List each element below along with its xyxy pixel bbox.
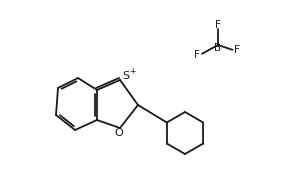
Text: F: F — [215, 20, 221, 30]
Text: O: O — [115, 128, 123, 138]
Text: F: F — [194, 50, 200, 60]
Text: +: + — [129, 66, 135, 75]
Text: F: F — [234, 45, 240, 55]
Text: S: S — [122, 71, 129, 81]
Text: B: B — [214, 43, 221, 53]
